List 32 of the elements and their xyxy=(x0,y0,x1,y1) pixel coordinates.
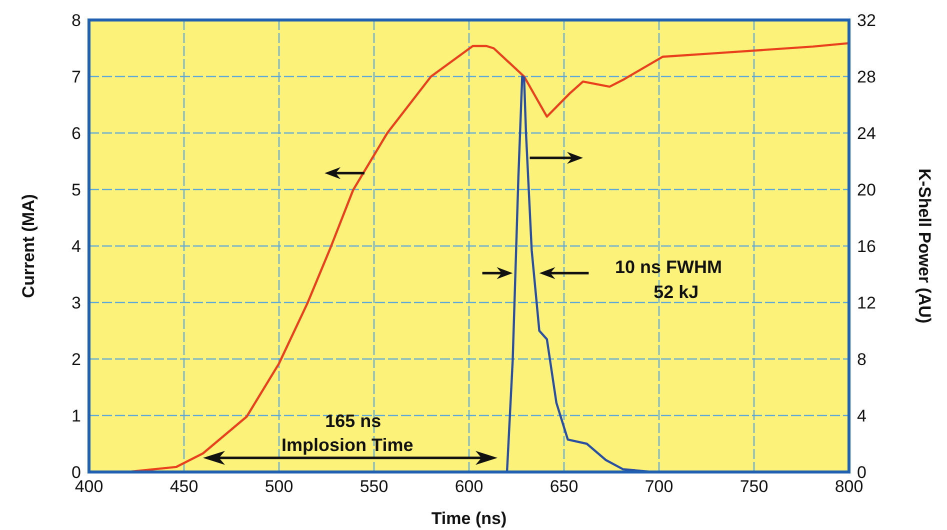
x-tick-label: 800 xyxy=(834,477,864,496)
y-tick-label: 1 xyxy=(72,406,81,426)
y-tick-label: 6 xyxy=(72,124,81,144)
y2-tick-label: 16 xyxy=(857,237,876,256)
y-tick-label: 3 xyxy=(72,294,81,313)
x-tick-label: 650 xyxy=(550,477,578,496)
y-tick-label: 5 xyxy=(72,180,81,200)
y2-tick-label: 8 xyxy=(857,350,866,370)
x-tick-label: 400 xyxy=(74,477,104,496)
y-axis-title: Current (MA) xyxy=(19,194,38,298)
annotation: 52 kJ xyxy=(654,282,699,302)
y-tick-label: 8 xyxy=(72,11,81,30)
x-axis-title: Time (ns) xyxy=(431,509,507,528)
y2-tick-label: 24 xyxy=(857,124,876,144)
y2-tick-label: 32 xyxy=(857,11,876,30)
y2-tick-label: 28 xyxy=(857,68,876,87)
annotation: 165 ns xyxy=(325,411,382,432)
x-tick-label: 600 xyxy=(454,477,484,496)
y-tick-label: 2 xyxy=(72,350,81,370)
y-tick-label: 7 xyxy=(72,68,81,87)
annotation: 10 ns FWHM xyxy=(614,256,722,277)
x-tick-label: 500 xyxy=(264,477,294,496)
x-tick-label: 550 xyxy=(360,477,388,496)
y-tick-label: 4 xyxy=(72,237,81,256)
y2-axis-title: K-Shell Power (AU) xyxy=(914,168,934,324)
y2-tick-label: 4 xyxy=(857,406,866,426)
x-tick-label: 750 xyxy=(740,477,768,496)
x-tick-label: 450 xyxy=(170,477,198,496)
y2-tick-label: 20 xyxy=(857,180,876,200)
annotation: Implosion Time xyxy=(282,434,414,455)
y2-tick-label: 12 xyxy=(857,294,876,313)
x-tick-label: 700 xyxy=(644,477,674,496)
